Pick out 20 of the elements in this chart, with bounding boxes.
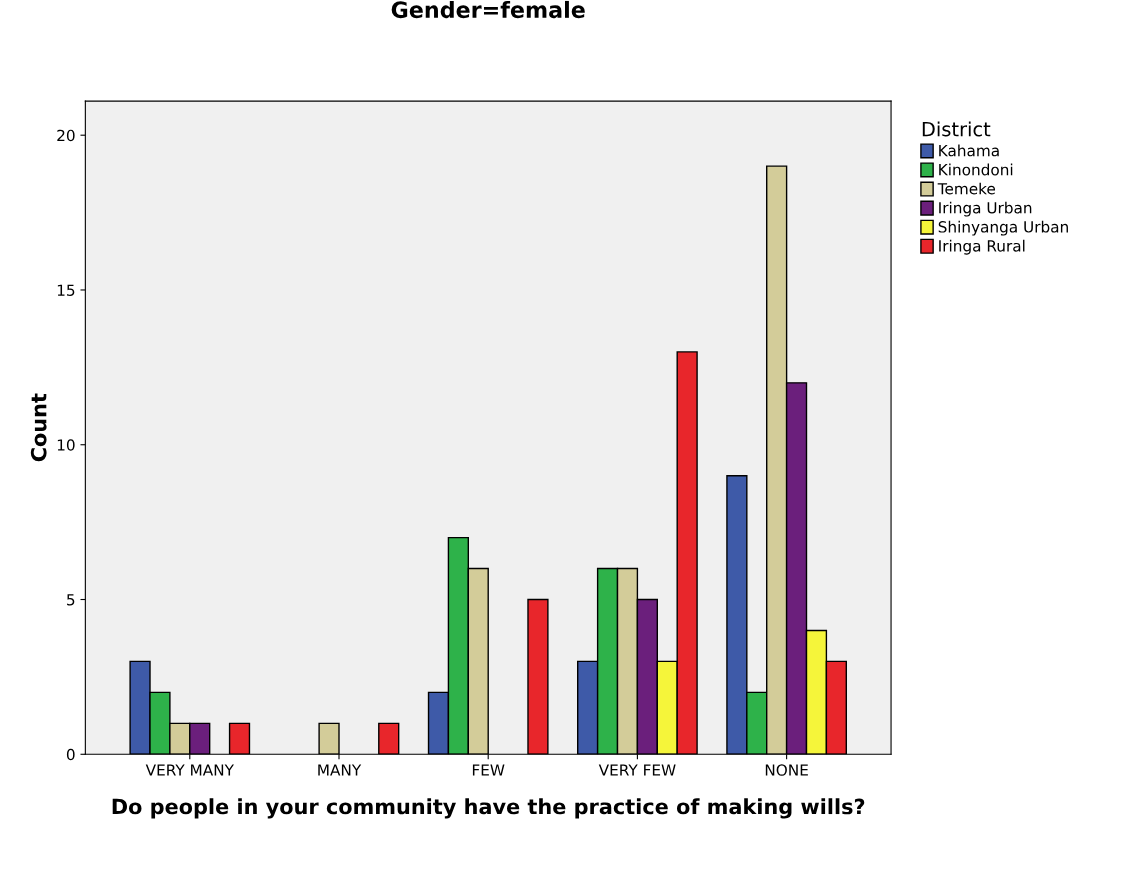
legend-label: Iringa Urban: [939, 201, 1032, 217]
x-tick-label: MANY: [318, 764, 362, 776]
legend-label: Iringa Rural: [939, 239, 1025, 255]
legend-label: Kahama: [939, 144, 999, 157]
y-tick-label: 0: [66, 748, 75, 761]
legend-label: Shinyanga Urban: [938, 220, 1068, 236]
x-tick-label: VERY MANY: [145, 764, 234, 776]
x-tick-label: NONE: [765, 764, 808, 776]
legend-label: Temeke: [937, 182, 996, 195]
y-tick-label: 20: [57, 129, 75, 142]
legend-title: District: [922, 121, 991, 137]
x-tick-label: FEW: [472, 764, 505, 776]
y-tick-label: 5: [67, 594, 75, 606]
y-tick-label: 10: [57, 439, 75, 451]
y-tick-label: 15: [57, 284, 75, 296]
x-tick-label: VERY FEW: [598, 764, 676, 776]
chart-title: Gender=female: [391, 0, 585, 19]
x-axis-title: Do people in your community have the practice of making wills?: [112, 798, 865, 819]
legend-label: Kinondoni: [939, 163, 1013, 176]
y-axis-title: Count: [30, 393, 47, 462]
